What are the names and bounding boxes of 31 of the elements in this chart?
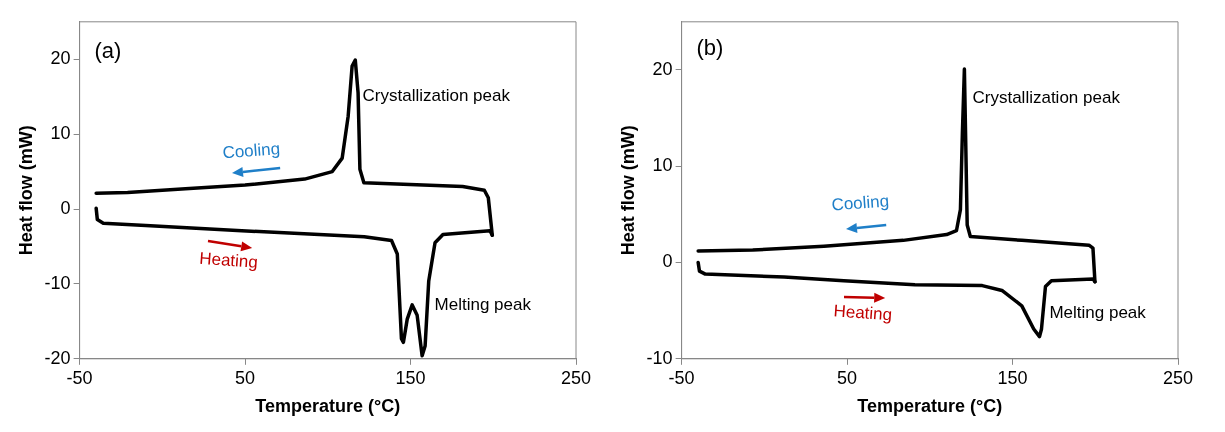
y-tick-label: 10 (50, 123, 71, 144)
x-tick-label: 50 (235, 367, 256, 388)
y-tick-label: 0 (662, 251, 673, 272)
y-tick-label: 20 (652, 58, 673, 79)
x-tick-label: -50 (668, 367, 695, 388)
y-tick-label: 20 (50, 48, 71, 69)
annotation: Crystallization peak (972, 87, 1121, 107)
annotation: Heating (198, 248, 259, 272)
annotation: Heating (832, 301, 893, 325)
annotation: (a) (94, 38, 122, 64)
y-tick-label: 10 (652, 155, 673, 176)
x-axis-title: Temperature (°C) (255, 396, 401, 417)
annotation: Crystallization peak (362, 85, 511, 105)
x-tick-label: 150 (395, 367, 426, 388)
annotation: Melting peak (1049, 303, 1147, 323)
x-tick-label: -50 (66, 367, 93, 388)
y-axis-title: Heat flow (mW) (15, 125, 36, 256)
y-tick-label: -10 (646, 347, 673, 368)
x-tick-label: 250 (1162, 367, 1194, 388)
y-tick-label: 0 (60, 197, 71, 218)
annotation: Melting peak (434, 294, 532, 314)
annotation: Cooling (830, 191, 890, 215)
y-axis-title: Heat flow (mW) (617, 125, 638, 256)
x-axis-title: Temperature (°C) (857, 396, 1003, 417)
x-tick-label: 50 (837, 367, 858, 388)
x-tick-label: 250 (560, 367, 592, 388)
y-tick-label: -10 (44, 272, 71, 293)
annotation: Cooling (221, 139, 281, 163)
y-tick-label: -20 (44, 347, 71, 368)
x-tick-label: 150 (997, 367, 1028, 388)
annotation: (b) (696, 34, 724, 60)
